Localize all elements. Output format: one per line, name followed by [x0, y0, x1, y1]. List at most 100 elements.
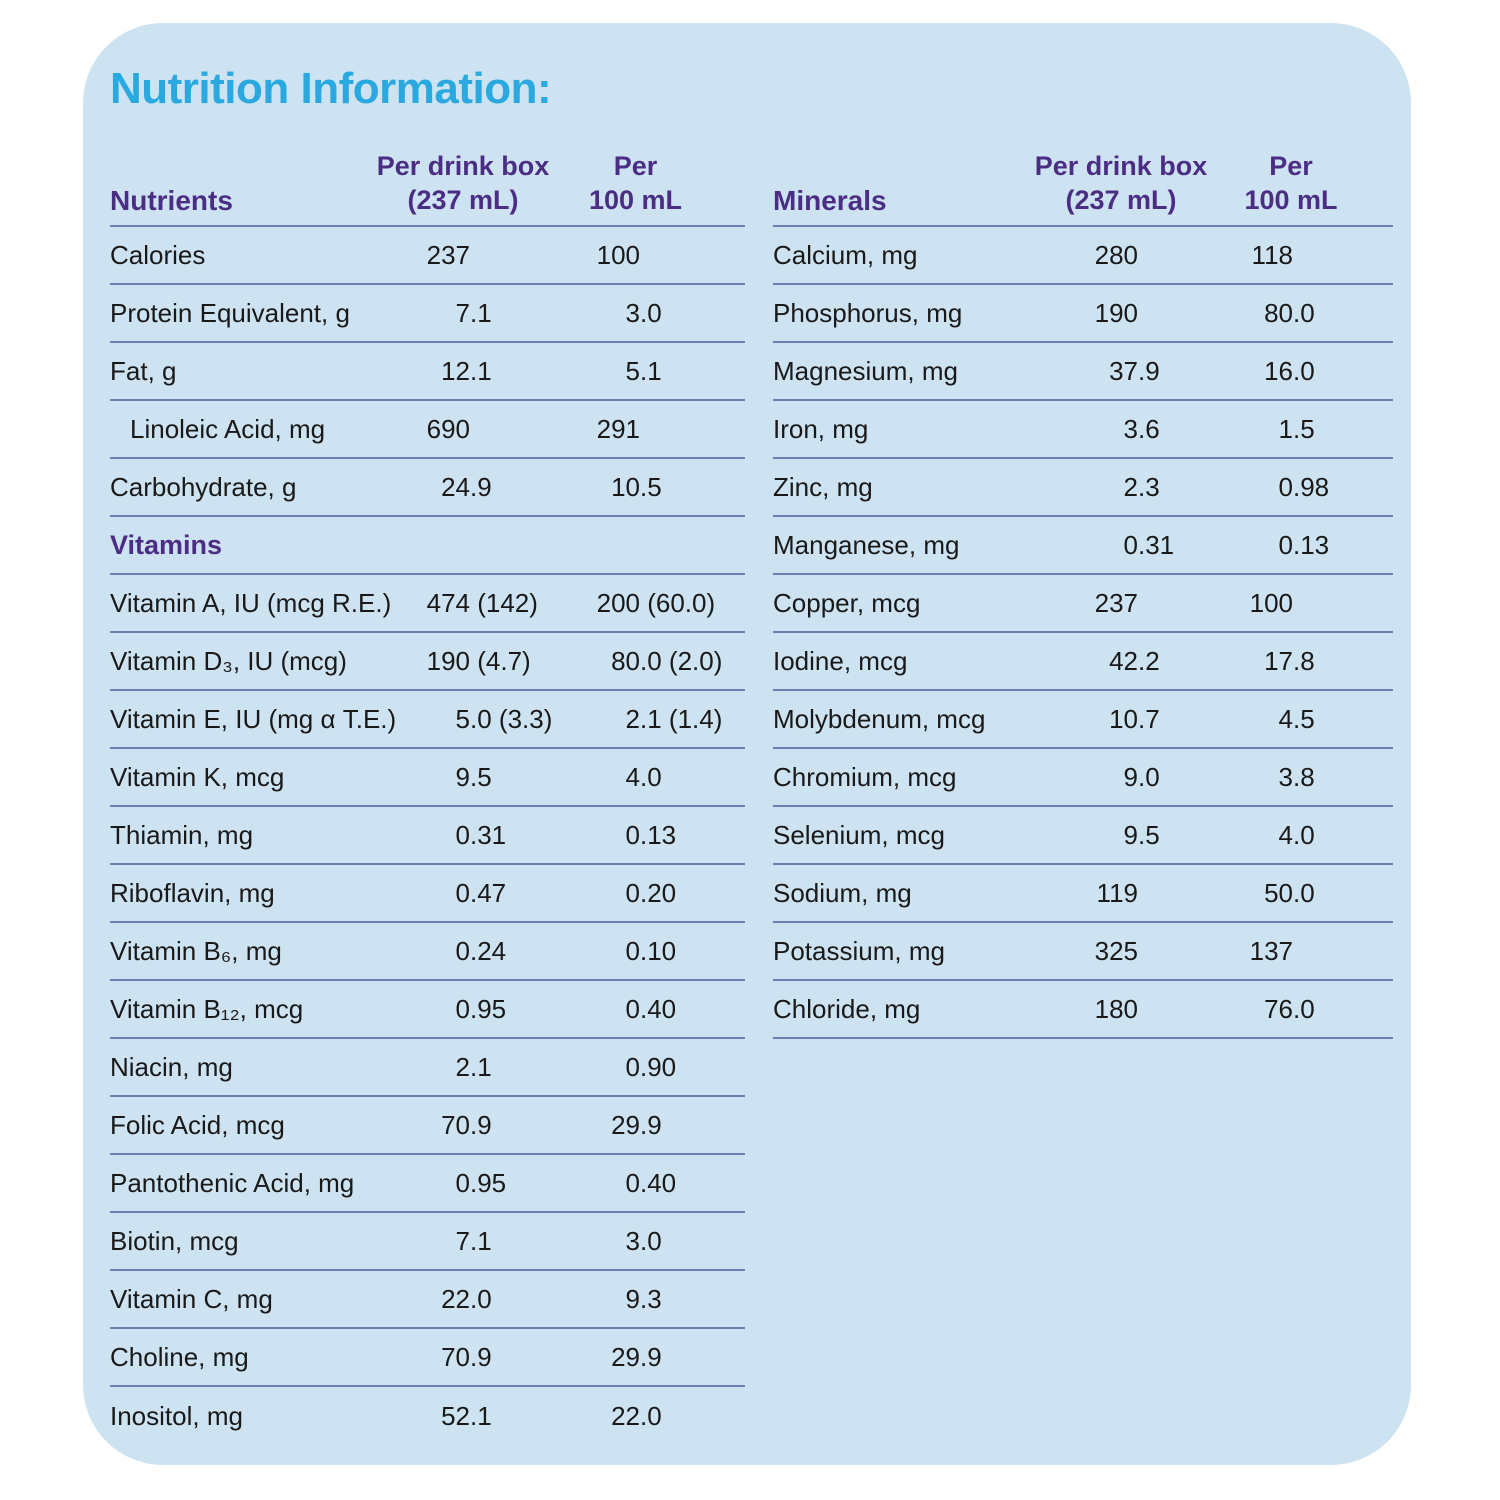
- column-header-line2: 100 mL: [1244, 185, 1338, 215]
- value-per-100ml: 5: [625, 355, 640, 386]
- value-per-drink-box-frac: .24: [470, 935, 507, 966]
- value-per-drink-box: 42: [1109, 645, 1138, 676]
- table-row: Vitamin D₃, IU (mcg) 190 (4.7) 80.0 (2.0): [110, 633, 745, 691]
- value-per-drink-box-frac: .5: [1138, 819, 1160, 850]
- value-per-100ml: 100: [1249, 587, 1293, 618]
- table-row: Folic Acid, mcg 70.9 29.9: [110, 1097, 745, 1155]
- value-per-drink-box: 52: [441, 1400, 470, 1431]
- value-per-drink-box: 190: [426, 645, 470, 676]
- nutrient-label: Magnesium, mg: [773, 355, 958, 386]
- table-row: Vitamin B₆, mg 0.24 0.10: [110, 923, 745, 981]
- value-per-100ml-frac: .10: [640, 935, 677, 966]
- nutrient-label: Chloride, mg: [773, 993, 921, 1024]
- table-row: Copper, mcg 237 100: [773, 575, 1393, 633]
- nutrient-label: Selenium, mcg: [773, 819, 945, 850]
- table-row: Vitamin E, IU (mg α T.E.) 5.0 (3.3) 2.1 (1…: [110, 691, 745, 749]
- value-per-100ml: 9: [625, 1283, 640, 1314]
- value-per-100ml-frac: .9: [640, 1109, 662, 1140]
- nutrient-label: Thiamin, mg: [110, 819, 254, 850]
- value-per-drink-box: 70: [441, 1341, 470, 1372]
- value-per-drink-box-frac: .5: [470, 761, 492, 792]
- nutrients-table-header-row: Nutrients Per drink box (237 mL) Per 100…: [110, 137, 745, 227]
- section-header-vitamins: Vitamins: [110, 517, 745, 575]
- nutrient-label: Niacin, mg: [110, 1051, 233, 1082]
- table-row: Magnesium, mg 37.9 16.0: [773, 343, 1393, 401]
- value-per-100ml: 16: [1264, 355, 1293, 386]
- value-per-drink-box: 0: [455, 877, 470, 908]
- nutrient-label: Calcium, mg: [773, 239, 918, 270]
- value-per-100ml: 50: [1264, 877, 1293, 908]
- value-per-drink-box: 0: [455, 819, 470, 850]
- value-per-100ml: 0: [625, 1051, 640, 1082]
- nutrient-label: Calories: [110, 239, 206, 270]
- value-per-drink-box: 37: [1109, 355, 1138, 386]
- value-per-drink-box: 237: [426, 239, 470, 270]
- table-row: Iodine, mcg 42.2 17.8: [773, 633, 1393, 691]
- table-row: Zinc, mg 2.3 0.98: [773, 459, 1393, 517]
- value-per-100ml-frac: .5: [1293, 703, 1315, 734]
- value-per-100ml-frac: .13: [640, 819, 677, 850]
- value-per-100ml: 0: [625, 993, 640, 1024]
- value-per-100ml-frac: .40: [640, 993, 677, 1024]
- column-header-line1: Per: [613, 151, 658, 181]
- table-row: Vitamin C, mg 22.0 9.3: [110, 1271, 745, 1329]
- value-per-100ml: 100: [596, 239, 640, 270]
- nutrient-label: Riboflavin, mg: [110, 877, 275, 908]
- value-per-drink-box: 2: [455, 1051, 470, 1082]
- column-header-per-100ml: Per 100 mL: [1201, 149, 1381, 217]
- value-per-100ml-frac: .0: [1293, 819, 1315, 850]
- value-per-drink-box: 9: [1123, 819, 1138, 850]
- value-per-drink-box-frac: (142): [470, 587, 538, 618]
- value-per-drink-box: 190: [1094, 297, 1138, 328]
- value-per-100ml-frac: .0: [640, 297, 662, 328]
- table-row: Pantothenic Acid, mg 0.95 0.40: [110, 1155, 745, 1213]
- value-per-100ml: 29: [611, 1109, 640, 1140]
- value-per-drink-box: 2: [1123, 471, 1138, 502]
- nutrient-label: Phosphorus, mg: [773, 297, 963, 328]
- nutrient-label: Inositol, mg: [110, 1400, 243, 1431]
- table-row: Chromium, mcg 9.0 3.8: [773, 749, 1393, 807]
- value-per-drink-box: 3: [1123, 413, 1138, 444]
- nutrient-label: Iron, mg: [773, 413, 869, 444]
- table-row: Carbohydrate, g 24.9 10.5: [110, 459, 745, 517]
- nutrient-label: Copper, mcg: [773, 587, 921, 618]
- value-per-100ml-frac: .5: [640, 471, 662, 502]
- value-per-drink-box-frac: .3: [1138, 471, 1160, 502]
- value-per-100ml-frac: .0: [1293, 355, 1315, 386]
- value-per-100ml-frac: .9: [640, 1341, 662, 1372]
- nutrient-label: Folic Acid, mcg: [110, 1109, 285, 1140]
- nutrient-label: Vitamin A, IU (mcg R.E.): [110, 587, 392, 618]
- column-header-line2: (237 mL): [1065, 185, 1177, 215]
- table-row: Vitamin A, IU (mcg R.E.) 474 (142) 200 (60…: [110, 575, 745, 633]
- value-per-drink-box-frac: (4.7): [470, 645, 531, 676]
- value-per-100ml: 4: [625, 761, 640, 792]
- value-per-drink-box-frac: .1: [470, 297, 492, 328]
- value-per-100ml: 80: [611, 645, 640, 676]
- value-per-100ml-frac: .8: [1293, 645, 1315, 676]
- value-per-drink-box: 325: [1094, 935, 1138, 966]
- nutrient-label: Vitamin E, IU (mg α T.E.): [110, 703, 397, 734]
- value-per-drink-box: 0: [455, 1167, 470, 1198]
- value-per-100ml-frac: .13: [1293, 529, 1330, 560]
- column-header-per-drink-box: Per drink box (237 mL): [377, 149, 550, 217]
- value-per-100ml: 0: [625, 819, 640, 850]
- value-per-drink-box: 9: [455, 761, 470, 792]
- value-per-100ml: 22: [611, 1400, 640, 1431]
- value-per-drink-box: 0: [455, 935, 470, 966]
- nutrition-panel: Nutrition Information: Nutrients Per dri…: [83, 23, 1411, 1465]
- value-per-100ml: 80: [1264, 297, 1293, 328]
- value-per-drink-box-frac: .1: [470, 1051, 492, 1082]
- nutrient-label: Pantothenic Acid, mg: [110, 1167, 355, 1198]
- nutrient-label: Biotin, mcg: [110, 1225, 239, 1256]
- nutrient-label: Vitamin D₃, IU (mcg): [110, 645, 347, 676]
- nutrient-label: Chromium, mcg: [773, 761, 957, 792]
- value-per-100ml: 3: [625, 1225, 640, 1256]
- value-per-100ml-frac: .98: [1293, 471, 1330, 502]
- nutrient-label: Fat, g: [110, 355, 177, 386]
- value-per-100ml-frac: .0: [1293, 877, 1315, 908]
- value-per-drink-box-frac: .0 (3.3): [470, 703, 553, 734]
- value-per-drink-box-frac: .1: [470, 1225, 492, 1256]
- table-row: Selenium, mcg 9.5 4.0: [773, 807, 1393, 865]
- value-per-100ml-frac: .0: [1293, 297, 1315, 328]
- table-row: Molybdenum, mcg 10.7 4.5: [773, 691, 1393, 749]
